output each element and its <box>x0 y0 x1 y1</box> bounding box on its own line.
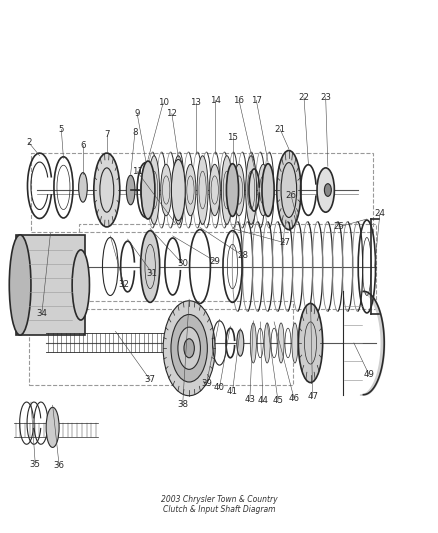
Text: 26: 26 <box>285 191 296 200</box>
Ellipse shape <box>184 164 195 216</box>
Text: 47: 47 <box>307 392 318 401</box>
Text: 8: 8 <box>132 127 138 136</box>
Ellipse shape <box>177 327 200 369</box>
Text: 35: 35 <box>30 460 41 469</box>
Text: 49: 49 <box>363 370 374 379</box>
Ellipse shape <box>163 301 215 395</box>
Text: 23: 23 <box>319 93 330 102</box>
Ellipse shape <box>209 164 220 216</box>
Text: 36: 36 <box>53 461 64 470</box>
Text: 24: 24 <box>374 209 385 218</box>
Ellipse shape <box>226 164 238 216</box>
Text: 39: 39 <box>201 379 212 388</box>
Ellipse shape <box>78 173 87 202</box>
Ellipse shape <box>298 303 322 383</box>
Ellipse shape <box>236 330 243 356</box>
Text: 6: 6 <box>80 141 85 150</box>
Ellipse shape <box>264 323 270 363</box>
Text: 15: 15 <box>226 133 237 142</box>
Text: 32: 32 <box>118 280 129 289</box>
Text: 9: 9 <box>134 109 140 118</box>
Ellipse shape <box>72 250 89 320</box>
Text: 25: 25 <box>332 222 343 231</box>
Ellipse shape <box>148 156 159 224</box>
Text: 37: 37 <box>144 375 155 384</box>
Ellipse shape <box>245 156 256 224</box>
Ellipse shape <box>250 323 256 363</box>
Ellipse shape <box>316 168 334 212</box>
Ellipse shape <box>46 407 59 447</box>
Text: 2: 2 <box>26 138 32 147</box>
Text: 7: 7 <box>104 130 110 139</box>
Text: 12: 12 <box>166 109 177 118</box>
Ellipse shape <box>276 150 300 230</box>
Text: 30: 30 <box>177 260 188 268</box>
Bar <box>16 235 85 335</box>
Text: 40: 40 <box>213 383 225 392</box>
Ellipse shape <box>173 156 184 224</box>
Ellipse shape <box>197 156 208 224</box>
Ellipse shape <box>126 175 134 205</box>
Text: 27: 27 <box>279 238 290 247</box>
Text: 38: 38 <box>177 400 188 409</box>
Ellipse shape <box>233 164 244 216</box>
Text: 44: 44 <box>257 397 268 406</box>
Text: 29: 29 <box>209 257 220 266</box>
Ellipse shape <box>261 164 273 216</box>
Text: 46: 46 <box>288 394 299 403</box>
Text: 31: 31 <box>146 269 157 278</box>
Bar <box>29 301 293 385</box>
Text: 34: 34 <box>36 310 47 319</box>
Text: 13: 13 <box>190 99 201 108</box>
Text: 43: 43 <box>244 395 255 404</box>
Text: 10: 10 <box>157 99 168 108</box>
Text: 16: 16 <box>233 96 244 105</box>
Text: 5: 5 <box>58 125 64 134</box>
Ellipse shape <box>9 235 31 335</box>
Bar <box>31 153 373 232</box>
Ellipse shape <box>160 164 171 216</box>
Ellipse shape <box>184 339 194 358</box>
Bar <box>78 224 374 309</box>
Ellipse shape <box>291 323 297 363</box>
Text: 17: 17 <box>250 96 261 105</box>
Ellipse shape <box>257 164 268 216</box>
Ellipse shape <box>170 314 207 382</box>
Ellipse shape <box>221 156 232 224</box>
Text: 45: 45 <box>272 397 283 406</box>
Ellipse shape <box>94 153 120 227</box>
Text: 21: 21 <box>274 125 285 134</box>
Ellipse shape <box>324 184 331 196</box>
Text: 28: 28 <box>237 252 248 261</box>
Ellipse shape <box>140 231 159 302</box>
Ellipse shape <box>277 323 283 363</box>
Text: 22: 22 <box>298 93 309 102</box>
Text: 11: 11 <box>131 167 142 176</box>
Ellipse shape <box>141 161 155 219</box>
Text: 14: 14 <box>209 96 220 105</box>
Text: 41: 41 <box>226 387 237 396</box>
Ellipse shape <box>171 159 185 221</box>
Text: 2003 Chrysler Town & Country
Clutch & Input Shaft Diagram: 2003 Chrysler Town & Country Clutch & In… <box>161 495 277 514</box>
